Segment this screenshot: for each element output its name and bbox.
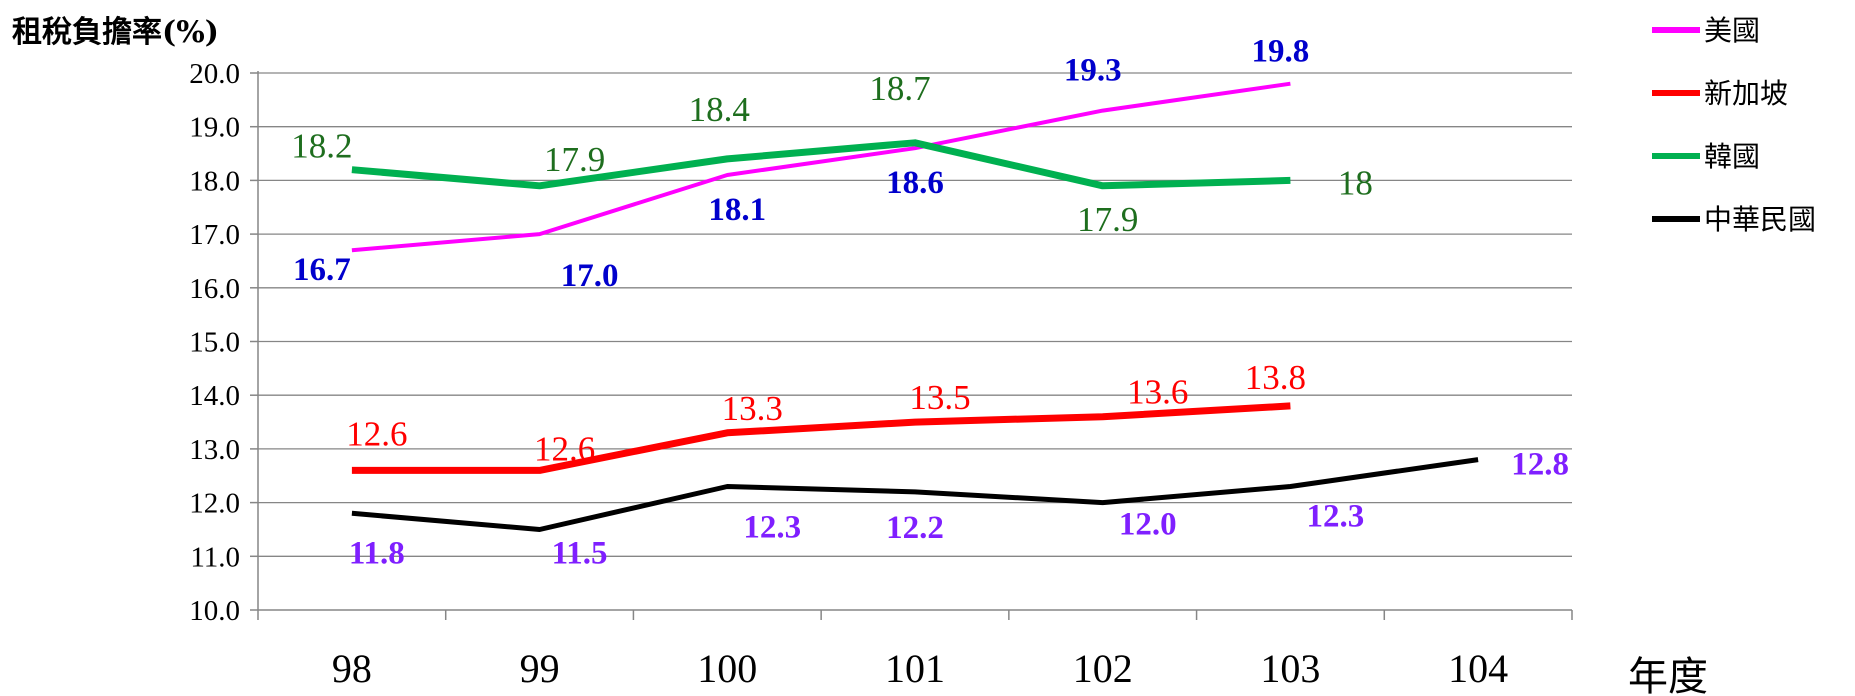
data-label: 18.4 — [689, 90, 750, 129]
series-line — [351, 402, 1291, 474]
data-label: 17.9 — [544, 140, 605, 179]
data-label: 18.6 — [886, 165, 944, 201]
y-tick-label: 10.0 — [189, 595, 240, 627]
data-label: 12.3 — [1307, 498, 1365, 534]
x-tick-label: 103 — [1260, 646, 1320, 691]
data-label: 12.6 — [346, 414, 407, 453]
data-label: 19.8 — [1252, 34, 1310, 70]
data-label: 12.8 — [1511, 447, 1569, 483]
data-label: 12.2 — [886, 510, 944, 546]
data-label: 13.6 — [1127, 373, 1188, 412]
legend-entry: 中華民國 — [1704, 203, 1816, 236]
legend-entry: 新加坡 — [1704, 77, 1788, 110]
x-tick-label: 98 — [332, 646, 372, 691]
y-tick-label: 14.0 — [189, 380, 240, 412]
x-tick-label: 101 — [885, 646, 945, 691]
x-tick-label: 102 — [1073, 646, 1133, 691]
data-label: 12.3 — [743, 509, 801, 545]
y-tick-label: 13.0 — [189, 434, 240, 466]
legend-entry: 美國 — [1704, 14, 1760, 47]
y-tick-label: 11.0 — [190, 541, 240, 573]
series-line — [351, 139, 1291, 190]
legend-entry: 韓國 — [1704, 140, 1760, 173]
y-tick-label: 20.0 — [189, 58, 240, 90]
data-label: 18.2 — [291, 127, 352, 166]
data-label: 17.0 — [561, 258, 619, 294]
data-label: 13.8 — [1245, 358, 1306, 397]
x-tick-label: 100 — [697, 646, 757, 691]
y-tick-label: 19.0 — [189, 112, 240, 144]
x-axis-title: 年度 — [1628, 654, 1708, 696]
x-tick-label: 104 — [1448, 646, 1508, 691]
data-label: 13.3 — [722, 389, 783, 428]
y-tick-label: 15.0 — [189, 327, 240, 359]
series-lines — [351, 81, 1479, 532]
y-tick-label: 12.0 — [189, 488, 240, 520]
data-label: 18.1 — [708, 192, 766, 228]
y-tick-label: 16.0 — [189, 273, 240, 305]
y-tick-label: 17.0 — [189, 219, 240, 251]
y-tick-label: 18.0 — [189, 165, 240, 197]
x-tick-label: 99 — [520, 646, 560, 691]
data-label: 18 — [1338, 163, 1373, 202]
data-label: 11.5 — [552, 535, 608, 571]
series-line — [351, 81, 1291, 253]
data-label: 12.0 — [1119, 507, 1177, 543]
series-line — [351, 457, 1479, 532]
axes — [250, 71, 1573, 620]
data-label: 13.5 — [909, 378, 970, 417]
gridlines — [258, 72, 1572, 557]
data-label: 18.7 — [869, 69, 930, 108]
data-labels: 16.7 17.0 18.1 18.6 19.3 19.8 12.6 12.6 13.3 13.5… — [291, 34, 1569, 572]
y-tick-labels: 10.0 11.0 12.0 13.0 14.0 15.0 16.0 17.0 18.0 19.0… — [189, 58, 240, 627]
data-label: 12.6 — [534, 429, 595, 468]
data-label: 17.9 — [1077, 200, 1138, 239]
data-label: 11.8 — [349, 535, 405, 571]
data-label: 16.7 — [293, 252, 351, 288]
y-axis-title: 租稅負擔率(%) — [12, 15, 219, 50]
data-label: 19.3 — [1064, 53, 1122, 89]
x-tick-labels: 98 99 100 101 102 103 104 — [332, 646, 1508, 691]
